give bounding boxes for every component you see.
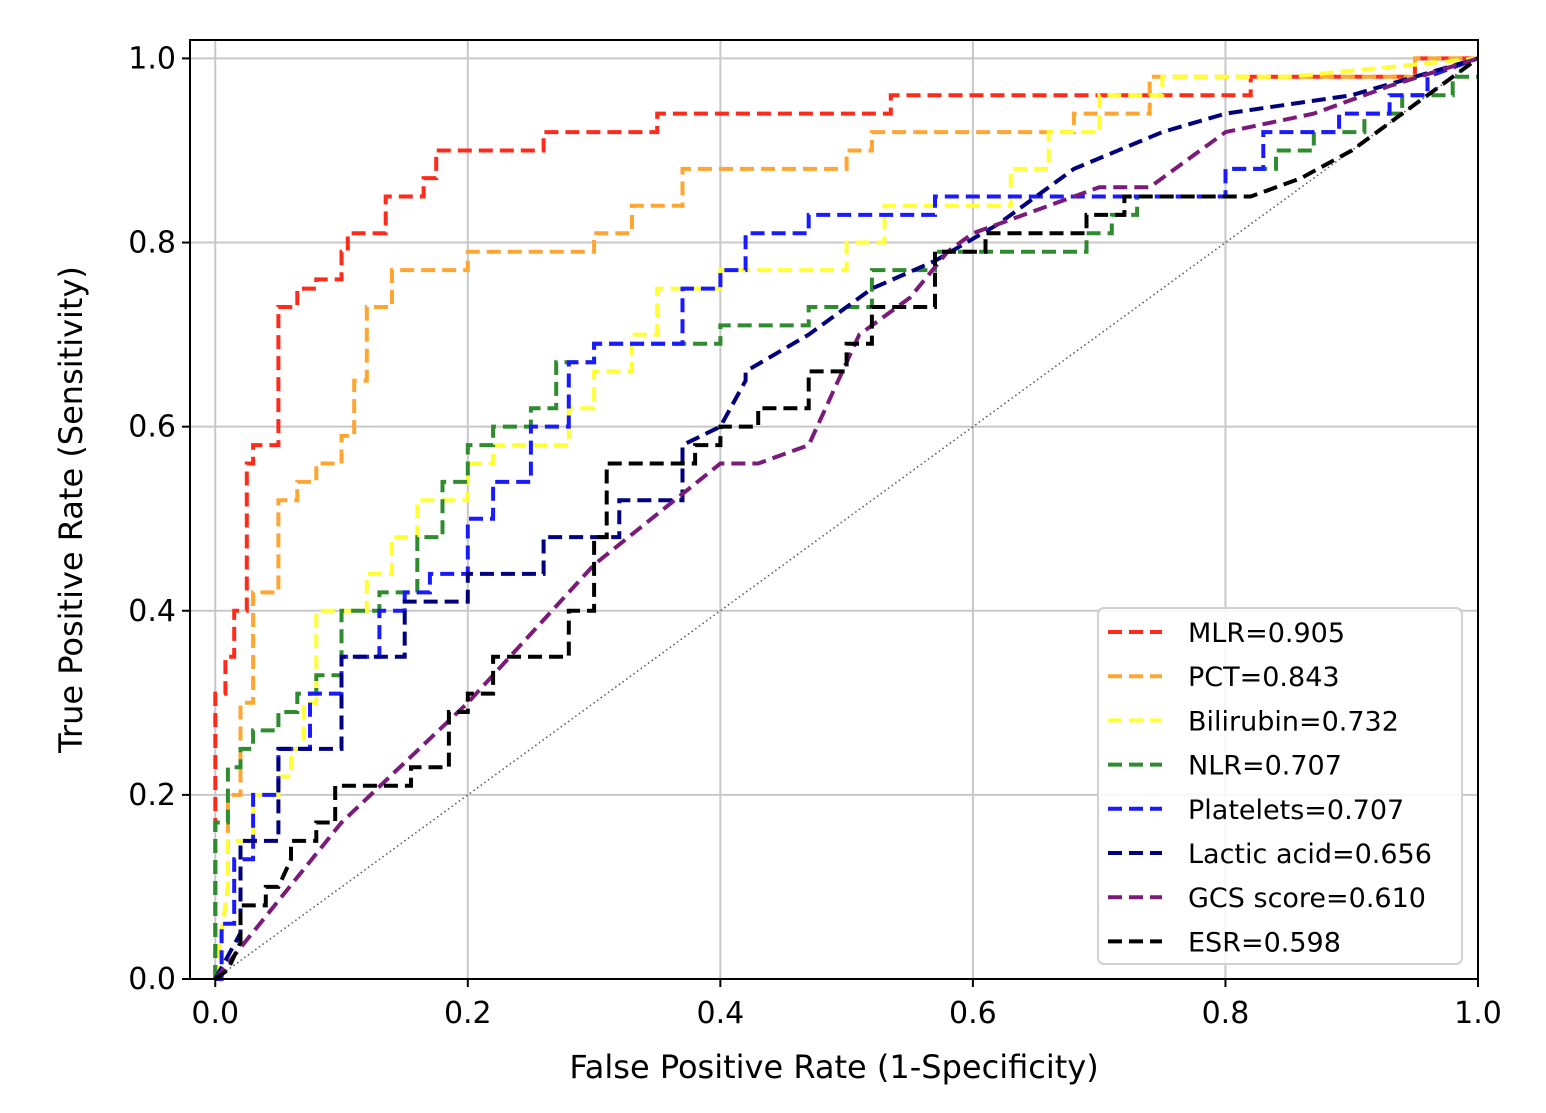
- series-line-3: [213, 74, 1478, 979]
- x-tick-label: 1.0: [1454, 996, 1502, 1031]
- legend-label: GCS score=0.610: [1188, 883, 1426, 914]
- x-tick-label: 0.2: [444, 996, 492, 1031]
- y-tick-label: 0.6: [128, 410, 176, 445]
- legend-label: NLR=0.707: [1188, 751, 1342, 782]
- x-tick-label: 0.8: [1202, 996, 1250, 1031]
- y-tick-label: 0.2: [128, 778, 176, 813]
- legend-label: Platelets=0.707: [1188, 795, 1404, 826]
- y-tick-label: 0.8: [128, 226, 176, 261]
- series-line-0: [213, 56, 1478, 979]
- x-tick-label: 0.0: [191, 996, 239, 1031]
- x-axis-label: False Positive Rate (1-Specificity): [569, 1048, 1098, 1086]
- y-tick-label: 0.4: [128, 594, 176, 629]
- plot-frame: [189, 39, 1479, 980]
- series-line-5: [213, 56, 1479, 980]
- legend-label: ESR=0.598: [1188, 927, 1341, 958]
- legend: MLR=0.905 PCT=0.843 Bilirubin=0.732 NLR=0.7…: [1097, 607, 1463, 965]
- x-tick-label: 0.6: [949, 996, 997, 1031]
- tick-layer: 0.0 0.2 0.4 0.6 0.8 1.0 0.0 0.2 0.4 0.6 0.8 1.0: [128, 41, 1502, 1031]
- series-layer: [213, 56, 1480, 981]
- series-line-1: [213, 56, 1478, 980]
- y-axis-label: True Positive Rate (Sensitivity): [52, 266, 90, 754]
- series-line-6: [213, 56, 1479, 981]
- legend-box: [1097, 607, 1463, 965]
- y-tick-label: 0.0: [128, 962, 176, 997]
- legend-label: Bilirubin=0.732: [1188, 706, 1399, 737]
- y-tick-label: 1.0: [128, 41, 176, 76]
- series-line-2: [213, 56, 1479, 980]
- legend-label: PCT=0.843: [1188, 662, 1340, 693]
- series-line-7: [214, 56, 1480, 981]
- x-tick-label: 0.4: [696, 996, 744, 1031]
- legend-label: Lactic acid=0.656: [1188, 839, 1432, 870]
- legend-label: MLR=0.905: [1188, 618, 1345, 649]
